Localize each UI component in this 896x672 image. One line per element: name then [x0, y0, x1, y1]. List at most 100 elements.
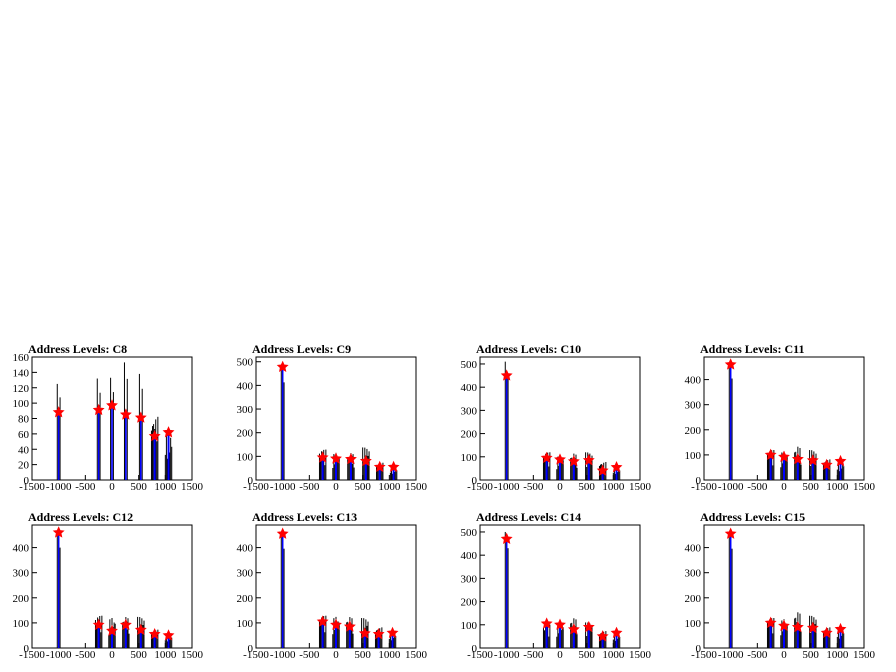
x-tick-label: 0 — [781, 649, 787, 661]
x-tick-label: 1500 — [853, 649, 876, 661]
y-tick-label: 20 — [18, 460, 30, 472]
panel-title: Address Levels: C11 — [700, 342, 804, 356]
y-tick-label: 0 — [248, 475, 254, 487]
histogram-peak — [610, 626, 623, 648]
x-tick-label: -1500 — [467, 649, 493, 661]
y-tick-label: 60 — [18, 429, 30, 441]
x-tick-label: 0 — [557, 649, 563, 661]
x-tick-label: 500 — [578, 481, 595, 493]
peak-marker — [764, 616, 777, 628]
histogram-peak — [540, 451, 553, 480]
x-tick-label: 500 — [354, 649, 371, 661]
y-tick-label: 400 — [461, 382, 478, 394]
x-tick-label: 1000 — [378, 481, 401, 493]
y-tick-label: 200 — [461, 429, 478, 441]
histogram-peak — [500, 531, 513, 648]
y-tick-label: 200 — [461, 597, 478, 609]
x-tick-label: -1500 — [691, 649, 717, 661]
y-tick-label: 200 — [685, 593, 702, 605]
histogram-peak — [596, 630, 609, 648]
histogram-peak — [567, 453, 580, 480]
histogram-svg: Address Levels: C15 0 100 200 300 400 -1500 -10… — [685, 510, 876, 661]
peak-marker — [316, 615, 329, 627]
y-tick-label: 80 — [18, 414, 30, 426]
peak-marker — [343, 620, 356, 632]
peak-marker — [92, 618, 105, 630]
peak-marker — [778, 450, 790, 462]
x-tick-label: 1000 — [154, 649, 177, 661]
histogram-svg: Address Levels: C10 0 100 200 300 400 500 -1500… — [461, 342, 652, 493]
histogram-peak — [724, 358, 737, 480]
x-tick-label: 1500 — [405, 649, 428, 661]
histogram-peak — [791, 446, 804, 480]
peak-marker — [610, 626, 623, 638]
peak-marker — [52, 406, 65, 418]
x-tick-label: 0 — [109, 649, 115, 661]
x-tick-label: -500 — [75, 649, 96, 661]
y-tick-label: 0 — [696, 643, 702, 655]
peak-marker — [162, 426, 175, 438]
histogram-peak — [764, 448, 777, 480]
peak-marker — [148, 429, 161, 442]
histogram-peak — [806, 615, 819, 648]
peak-marker — [119, 408, 132, 420]
x-tick-label: 1000 — [378, 649, 401, 661]
peak-marker — [359, 454, 372, 467]
histogram-peak — [554, 453, 566, 480]
histogram-peak — [567, 618, 580, 648]
x-tick-label: 500 — [578, 649, 595, 661]
x-tick-label: 0 — [333, 481, 339, 493]
y-tick-label: 400 — [685, 375, 702, 387]
y-tick-label: 400 — [461, 550, 478, 562]
peak-marker — [316, 451, 329, 463]
y-tick-label: 400 — [237, 543, 254, 555]
x-tick-label: -1500 — [467, 481, 493, 493]
x-tick-label: -1000 — [270, 481, 296, 493]
histogram-peak — [92, 615, 105, 648]
peak-marker — [345, 452, 357, 465]
histogram-peak — [778, 619, 790, 648]
peak-marker — [106, 624, 118, 636]
x-tick-label: 500 — [130, 649, 147, 661]
y-tick-label: 100 — [237, 451, 254, 463]
histogram-peak — [764, 616, 777, 648]
peak-marker — [834, 454, 847, 467]
y-tick-label: 100 — [237, 618, 254, 630]
peak-marker — [276, 527, 289, 539]
peak-marker — [806, 621, 819, 633]
panel-title: Address Levels: C10 — [476, 342, 581, 356]
peak-marker — [791, 452, 804, 465]
y-tick-label: 300 — [237, 404, 254, 416]
histogram-peak — [92, 378, 105, 480]
x-tick-label: 1000 — [826, 649, 849, 661]
histogram-panel: Address Levels: C15 0 100 200 300 400 -1500 -10… — [672, 504, 896, 672]
peak-marker — [582, 620, 595, 633]
histogram-peak — [820, 458, 833, 480]
peak-marker — [820, 626, 833, 638]
histogram-peak — [276, 360, 289, 480]
histogram-peak — [500, 361, 513, 480]
histogram-peak — [119, 617, 132, 648]
histogram-peak — [316, 615, 329, 648]
histogram-peak — [778, 450, 790, 480]
y-tick-label: 100 — [461, 452, 478, 464]
y-tick-label: 120 — [13, 383, 30, 395]
histogram-peak — [106, 618, 118, 648]
y-tick-label: 400 — [13, 543, 30, 555]
y-tick-label: 100 — [13, 618, 30, 630]
panel-title: Address Levels: C14 — [476, 510, 581, 524]
y-tick-label: 300 — [685, 400, 702, 412]
histogram-panel: Address Levels: C12 0 100 200 300 400 -1500 -10… — [0, 504, 224, 672]
histogram-peak — [162, 629, 175, 648]
peak-marker — [567, 623, 580, 635]
y-tick-label: 500 — [461, 359, 478, 371]
x-tick-label: 1500 — [181, 481, 204, 493]
peak-marker — [500, 369, 513, 381]
x-tick-label: -500 — [523, 481, 544, 493]
y-tick-label: 160 — [13, 352, 30, 364]
histogram-peak — [345, 452, 357, 480]
histogram-peak — [162, 426, 175, 480]
histogram-peak — [343, 617, 356, 648]
histogram-peak — [134, 616, 147, 648]
x-tick-label: -1500 — [19, 649, 45, 661]
